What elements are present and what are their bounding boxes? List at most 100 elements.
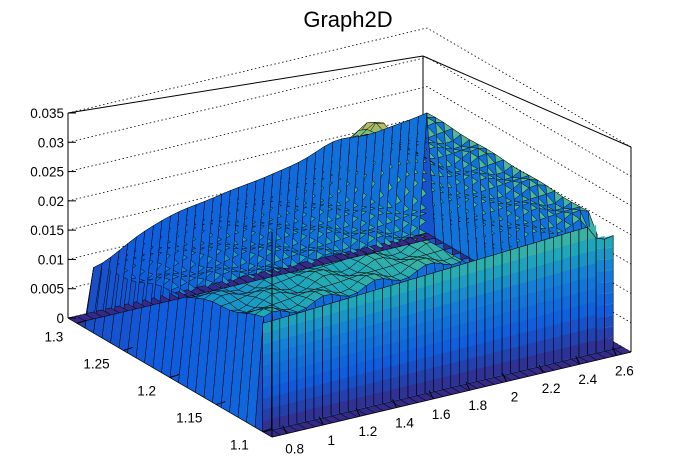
skirt-band [390, 282, 400, 297]
skirt-band [459, 274, 468, 289]
y-tick [123, 346, 133, 351]
skirt-band [467, 260, 477, 275]
z-tick-label: 0.005 [30, 282, 64, 297]
skirt-band [331, 368, 340, 382]
skirt-band [502, 348, 511, 363]
skirt-band [390, 376, 400, 390]
skirt-band [561, 346, 571, 361]
skirt-band [527, 329, 537, 344]
skirt-band [553, 310, 562, 325]
skirt-band [493, 301, 503, 316]
skirt-band [296, 410, 306, 424]
skirt-band [339, 400, 349, 414]
skirt-band [365, 336, 374, 350]
skirt-band [382, 297, 391, 311]
skirt-band [305, 363, 314, 377]
y-tick-label: 1.2 [137, 384, 156, 399]
skirt-band [485, 364, 494, 379]
skirt-band [553, 247, 562, 262]
skirt-band [485, 340, 494, 355]
skirt-band [510, 247, 520, 262]
skirt-band [348, 318, 357, 332]
skirt-band [262, 321, 272, 334]
skirt-band [348, 307, 357, 321]
skirt-band [476, 281, 485, 296]
skirt-band [570, 293, 579, 308]
skirt-band [416, 287, 426, 301]
skirt-band [416, 369, 426, 384]
skirt-band [510, 346, 520, 361]
skirt-band [425, 308, 434, 323]
skirt-band [570, 280, 579, 296]
skirt-band [348, 295, 357, 309]
skirt-band [279, 414, 289, 428]
skirt-band [493, 313, 503, 328]
skirt-band [271, 394, 280, 408]
skirt-band [485, 352, 494, 367]
skirt-band [271, 340, 280, 354]
skirt-band [271, 416, 280, 430]
skirt-band [587, 288, 597, 304]
skirt-band [493, 252, 503, 267]
skirt-band [544, 337, 554, 353]
skirt-band [536, 289, 545, 305]
skirt-band [296, 321, 306, 335]
skirt-band [570, 255, 579, 270]
x-tick-label: 1.6 [432, 407, 451, 422]
x-axis-ticks: 0.8 1 1.2 1.4 1.6 1.8 2 2.2 2.4 2.6 [282, 347, 634, 457]
skirt-band [459, 334, 468, 349]
skirt-band [339, 354, 349, 369]
skirt-band [485, 291, 494, 306]
skirt-band [262, 353, 272, 367]
skirt-band [587, 327, 597, 342]
skirt-band [373, 345, 383, 360]
skirt-band [561, 282, 571, 298]
skirt-band [348, 398, 357, 412]
skirt-band [519, 282, 528, 297]
skirt-band [279, 315, 289, 329]
skirt-band [365, 382, 374, 396]
skirt-band [288, 346, 297, 360]
skirt-band [356, 384, 366, 398]
skirt-band [314, 406, 323, 420]
x-tick-label: 1.8 [468, 398, 487, 413]
skirt-band [596, 281, 605, 296]
skirt-band [442, 339, 451, 354]
skirt-band [604, 235, 614, 249]
skirt-band [561, 244, 571, 260]
skirt-band [262, 331, 272, 345]
skirt-band [596, 304, 605, 319]
skirt-band [459, 310, 468, 325]
skirt-band [596, 236, 605, 250]
y-tick [77, 319, 87, 324]
y-tick-label: 1.3 [44, 329, 63, 344]
skirt-band [416, 322, 426, 337]
skirt-band [604, 258, 614, 272]
skirt-band [365, 370, 374, 385]
skirt-band [305, 308, 314, 322]
skirt-band [527, 292, 537, 307]
skirt-band [433, 317, 443, 332]
skirt-band [553, 234, 562, 250]
skirt-band [314, 339, 323, 353]
skirt-band [476, 342, 485, 357]
skirt-band [544, 274, 554, 290]
skirt-band [356, 304, 366, 318]
skirt-band [536, 239, 545, 255]
skirt-band [561, 320, 571, 336]
skirt-band [348, 341, 357, 355]
skirt-band [476, 293, 485, 309]
skirt-band [399, 292, 408, 306]
skirt-band [382, 331, 391, 346]
skirt-band [561, 295, 571, 311]
skirt-band [390, 294, 400, 309]
skirt-band [365, 325, 374, 339]
skirt-band [305, 397, 314, 411]
skirt-band [553, 285, 562, 300]
skirt-band [331, 357, 340, 371]
skirt-band [596, 327, 605, 342]
skirt-band [570, 229, 579, 245]
skirt-band [408, 301, 417, 316]
y-axis-ticks: 1.1 1.15 1.2 1.25 1.3 [44, 319, 272, 453]
skirt-band [510, 358, 520, 373]
